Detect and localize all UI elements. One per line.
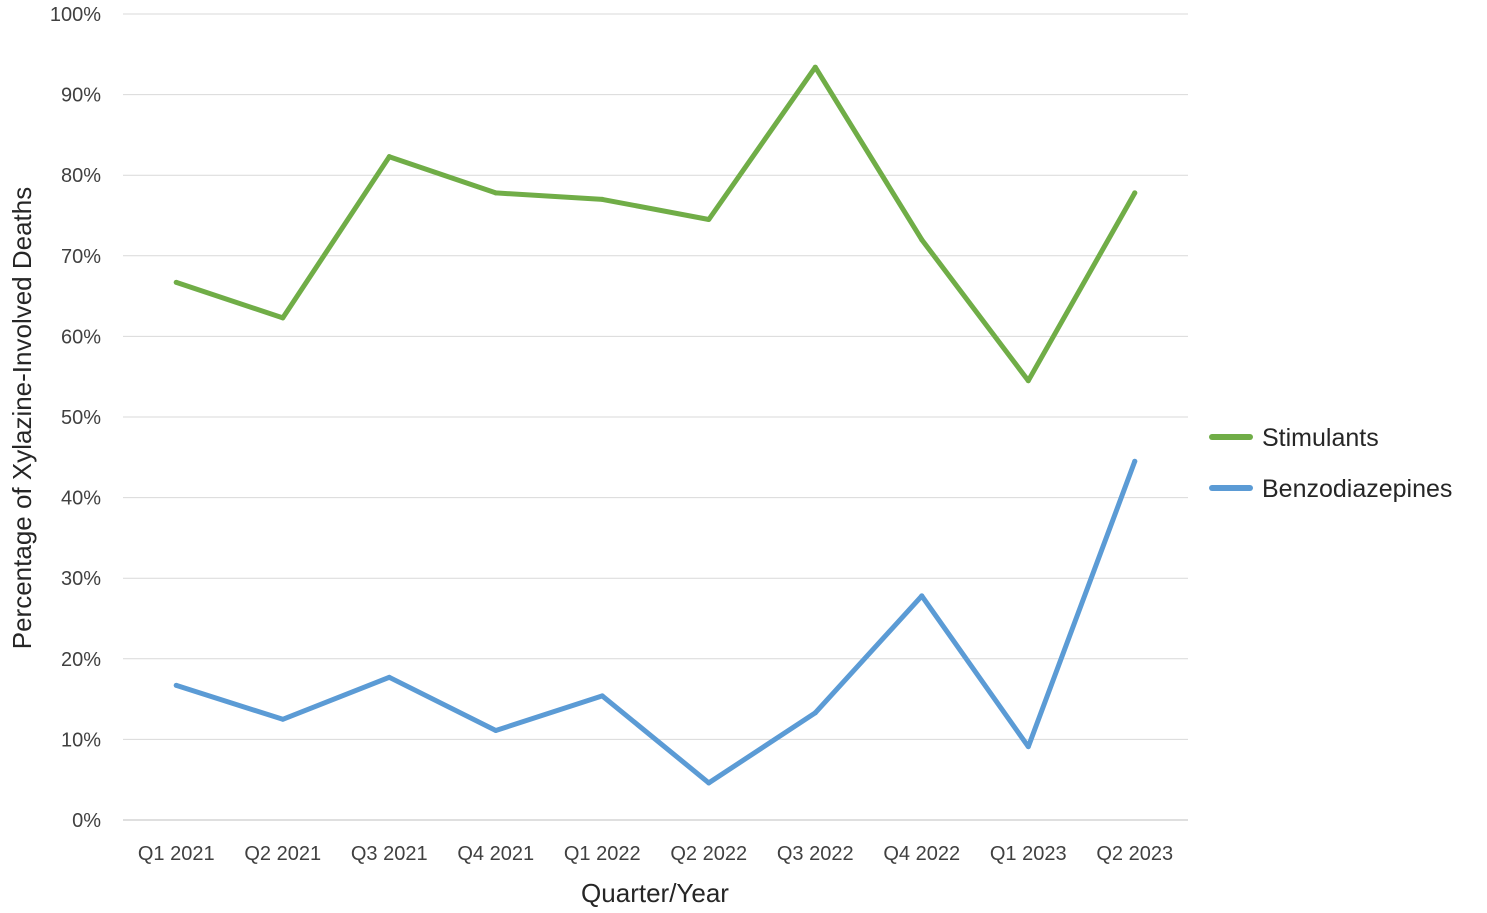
y-axis-ticks: 0% 10% 20% 30% 40% 50% 60% 70% 80% 90% 100%	[50, 4, 101, 832]
x-tick-label: Q1 2023	[990, 843, 1067, 865]
x-tick-label: Q1 2022	[564, 843, 641, 865]
data-point-benzodiazepines	[919, 593, 925, 599]
series-line-stimulants	[173, 64, 1138, 384]
data-point-stimulants	[1025, 378, 1031, 384]
y-tick-label: 10%	[61, 729, 101, 751]
legend: Stimulants Benzodiazepines	[1209, 424, 1452, 503]
x-tick-label: Q4 2021	[457, 843, 534, 865]
data-point-stimulants	[812, 64, 818, 70]
y-tick-label: 20%	[61, 649, 101, 671]
data-point-benzodiazepines	[706, 780, 712, 786]
data-point-stimulants	[599, 196, 605, 202]
gridlines	[123, 13, 1188, 821]
data-point-stimulants	[280, 315, 286, 321]
data-point-benzodiazepines	[599, 693, 605, 699]
y-tick-label: 100%	[50, 4, 101, 26]
x-tick-label: Q2 2021	[244, 843, 321, 865]
series-lines	[173, 64, 1138, 786]
data-point-stimulants	[386, 154, 392, 160]
x-axis-title: Quarter/Year	[581, 878, 729, 908]
x-tick-label: Q2 2023	[1096, 843, 1173, 865]
data-point-benzodiazepines	[1132, 458, 1138, 464]
y-tick-label: 80%	[61, 165, 101, 187]
y-axis-title: Percentage of Xylazine-Involved Deaths	[7, 187, 37, 650]
data-point-benzodiazepines	[280, 716, 286, 722]
x-tick-label: Q1 2021	[138, 843, 215, 865]
y-tick-label: 70%	[61, 246, 101, 268]
data-point-stimulants	[706, 217, 712, 223]
data-point-benzodiazepines	[386, 674, 392, 680]
x-tick-label: Q3 2022	[777, 843, 854, 865]
y-tick-label: 30%	[61, 568, 101, 590]
x-axis-ticks: Q1 2021 Q2 2021 Q3 2021 Q4 2021 Q1 2022 Q2 20…	[138, 843, 1173, 865]
data-point-stimulants	[173, 279, 179, 285]
data-point-stimulants	[493, 190, 499, 196]
y-tick-label: 40%	[61, 488, 101, 510]
y-tick-label: 90%	[61, 85, 101, 107]
y-tick-label: 60%	[61, 326, 101, 348]
data-point-benzodiazepines	[173, 682, 179, 688]
data-point-stimulants	[919, 237, 925, 243]
legend-label-benzodiazepines: Benzodiazepines	[1262, 475, 1452, 503]
x-tick-label: Q2 2022	[670, 843, 747, 865]
series-line-benzodiazepines	[173, 458, 1138, 786]
legend-label-stimulants: Stimulants	[1262, 424, 1379, 452]
y-tick-label: 0%	[72, 810, 101, 832]
x-tick-label: Q4 2022	[883, 843, 960, 865]
x-tick-label: Q3 2021	[351, 843, 428, 865]
y-tick-label: 50%	[61, 407, 101, 429]
data-point-benzodiazepines	[1025, 744, 1031, 750]
data-point-stimulants	[1132, 190, 1138, 196]
data-point-benzodiazepines	[812, 710, 818, 716]
data-point-benzodiazepines	[493, 728, 499, 734]
